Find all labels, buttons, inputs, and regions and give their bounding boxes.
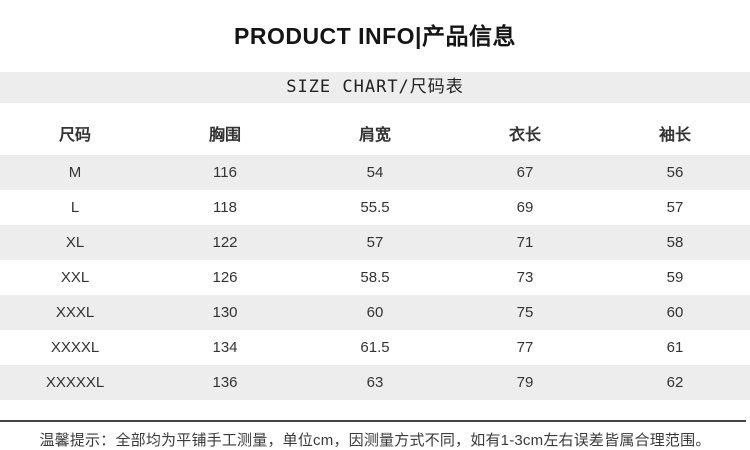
- table-cell: 59: [666, 269, 684, 286]
- table-cell: M: [68, 164, 82, 181]
- table-cell: 118: [213, 199, 237, 216]
- table-cell: XXXXL: [50, 339, 100, 356]
- table-cell: 58: [666, 234, 684, 251]
- table-cell: 55.5: [360, 199, 390, 216]
- table-cell: XL: [65, 234, 85, 251]
- table-cell: 130: [212, 304, 238, 321]
- size-chart-banner-label: SIZE CHART/尺码表: [286, 77, 464, 97]
- table-cell: 73: [516, 269, 534, 286]
- table-header-cell: 肩宽: [358, 126, 391, 144]
- table-row: XL 122 57 71 58: [0, 225, 750, 260]
- size-chart-table-head: 尺码 胸围 肩宽 衣长 袖长: [0, 110, 750, 155]
- table-cell: 58.5: [360, 269, 390, 286]
- table-row: L 118 55.5 69 57: [0, 190, 750, 225]
- page-title: PRODUCT INFO|产品信息: [234, 23, 516, 49]
- table-cell: 57: [666, 199, 684, 216]
- table-cell: 63: [366, 374, 384, 391]
- table-cell: 62: [666, 374, 684, 391]
- divider-line: [0, 420, 746, 422]
- table-cell: 57: [366, 234, 384, 251]
- table-cell: 56: [666, 164, 684, 181]
- table-cell: 134: [212, 339, 238, 356]
- table-cell: 54: [366, 164, 384, 181]
- size-chart-table-body: M 116 54 67 56 L 118 55.5 69 57 XL 122 57 71 58 XXL 126 5…: [0, 155, 750, 400]
- table-row: XXXXL 134 61.5 77 61: [0, 330, 750, 365]
- table-header-cell: 衣长: [508, 126, 541, 144]
- table-cell: 116: [213, 164, 237, 181]
- table-cell: 61.5: [360, 339, 390, 356]
- table-cell: 77: [516, 339, 534, 356]
- table-cell: 79: [516, 374, 534, 391]
- table-header-cell: 尺码: [58, 126, 91, 144]
- table-cell: 69: [516, 199, 534, 216]
- table-cell: XXXXXL: [45, 374, 105, 391]
- table-cell: XXXL: [55, 304, 95, 321]
- table-row: XXXXXL 136 63 79 62: [0, 365, 750, 400]
- table-row: XXL 126 58.5 73 59: [0, 260, 750, 295]
- table-cell: 136: [212, 374, 238, 391]
- table-header-cell: 胸围: [208, 126, 241, 144]
- table-cell: 71: [516, 234, 534, 251]
- table-cell: 60: [366, 304, 384, 321]
- size-chart-banner: SIZE CHART/尺码表: [0, 72, 750, 103]
- table-cell: 60: [666, 304, 684, 321]
- measurement-note: 温馨提示：全部均为平铺手工测量，单位cm，因测量方式不同，如有1-3cm左右误差…: [39, 432, 711, 449]
- table-row: M 116 54 67 56: [0, 155, 750, 190]
- table-cell: XXL: [60, 269, 90, 286]
- table-cell: 67: [516, 164, 534, 181]
- table-cell: 75: [516, 304, 534, 321]
- table-cell: 122: [212, 234, 238, 251]
- table-cell: L: [70, 199, 80, 216]
- table-header-row: 尺码 胸围 肩宽 衣长 袖长: [0, 110, 750, 155]
- table-cell: 61: [666, 339, 684, 356]
- table-cell: 126: [212, 269, 238, 286]
- table-row: XXXL 130 60 75 60: [0, 295, 750, 330]
- table-header-cell: 袖长: [658, 126, 691, 144]
- size-chart-table: 尺码 胸围 肩宽 衣长 袖长 M 116 54 67 56 L 118 55.5 69 57 XL 122 57…: [0, 110, 750, 400]
